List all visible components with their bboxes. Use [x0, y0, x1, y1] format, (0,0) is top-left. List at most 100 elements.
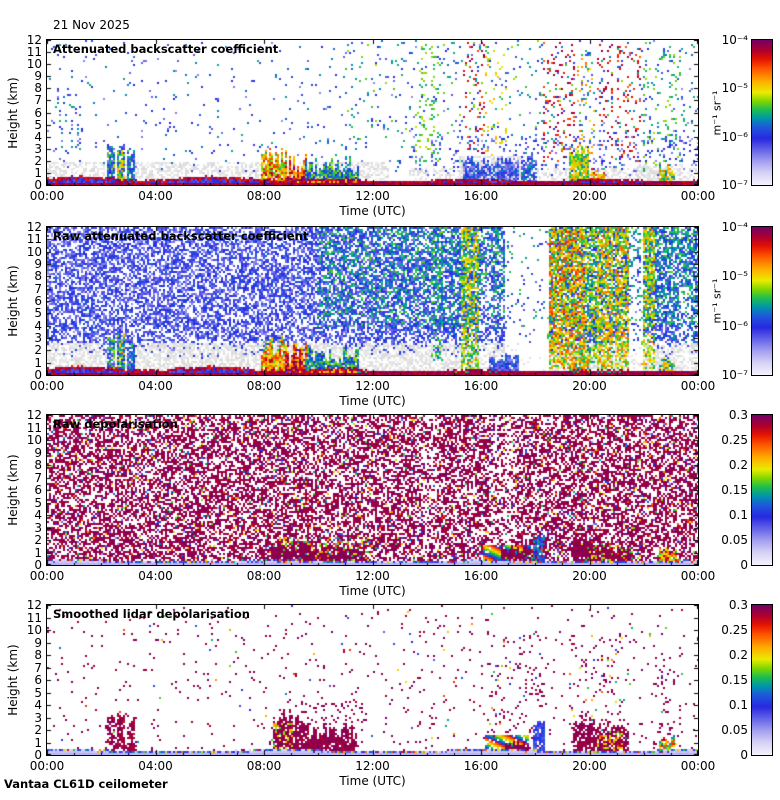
colorbar-unit-label-1: m⁻¹ sr⁻¹ [710, 278, 724, 324]
x-tick-label: 16:00 [463, 759, 499, 773]
colorbar-tick-label: 0.15 [721, 673, 748, 687]
x-tick-label: 00:00 [29, 759, 65, 773]
y-tick-label: 3 [34, 710, 42, 725]
y-tick-label: 5 [34, 117, 42, 132]
x-tick-label: 20:00 [572, 189, 607, 203]
x-tick-label: 04:00 [138, 759, 173, 773]
colorbar-tick-label: 10⁻⁴ [721, 220, 748, 234]
date-label: 21 Nov 2025 [53, 18, 130, 32]
y-tick-label: 2 [34, 343, 42, 358]
y-tick-label: 1 [34, 735, 42, 750]
x-tick-label: 20:00 [572, 759, 607, 773]
y-tick-label: 9 [34, 257, 42, 271]
x-axis-label-1: Time (UTC) [339, 394, 406, 408]
colorbar-tick-label: 10⁻⁵ [721, 269, 748, 284]
y-tick-label: 1 [34, 355, 42, 370]
y-tick-label: 0 [34, 368, 42, 382]
y-tick-label: 7 [34, 93, 42, 108]
colorbar-tick-label: 0.05 [721, 722, 748, 737]
x-tick-label: 00:00 [29, 189, 65, 203]
x-tick-label: 08:00 [246, 379, 282, 393]
colorbar-tick-label: 0 [740, 558, 748, 572]
panel-title-0: Attenuated backscatter coefficient [53, 42, 279, 56]
colorbar-canvas-3 [751, 604, 773, 756]
y-tick-label: 8 [34, 269, 42, 284]
y-tick-label: 3 [34, 331, 42, 345]
panel-title-3: Smoothed lidar depolarisation [53, 607, 250, 621]
x-tick-label: 04:00 [138, 569, 173, 583]
y-axis-label-1: Height (km) [6, 265, 20, 337]
y-tick-label: 8 [34, 81, 42, 96]
panel-title-1: Raw attenuated backscatter coefficient [53, 229, 309, 243]
y-tick-label: 7 [34, 470, 42, 485]
y-tick-label: 2 [34, 153, 42, 168]
colorbar-canvas-0 [751, 39, 773, 186]
colorbar-unit-label-0: m⁻¹ sr⁻¹ [710, 90, 724, 135]
y-tick-label: 1 [34, 545, 42, 560]
y-tick-label: 4 [34, 318, 42, 333]
x-tick-label: 12:00 [355, 569, 390, 583]
y-tick-label: 6 [34, 105, 42, 120]
colorbar-tick-label: 0.1 [728, 698, 748, 712]
y-tick-label: 10 [26, 57, 42, 72]
y-tick-label: 6 [34, 673, 42, 687]
y-tick-label: 7 [34, 281, 42, 296]
y-axis-label-2: Height (km) [6, 454, 20, 526]
x-tick-label: 00:00 [680, 569, 716, 583]
x-tick-label: 04:00 [138, 379, 173, 393]
y-tick-label: 9 [34, 445, 42, 460]
y-tick-label: 4 [34, 508, 42, 522]
y-tick-label: 6 [34, 294, 42, 308]
y-axis-label-3: Height (km) [6, 644, 20, 716]
y-tick-label: 11 [26, 610, 42, 625]
y-tick-label: 0 [34, 558, 42, 572]
y-tick-label: 10 [26, 433, 42, 447]
y-axis-label-0: Height (km) [6, 76, 20, 149]
colorbar-tick-label: 10⁻⁶ [721, 129, 748, 144]
x-tick-label: 00:00 [29, 379, 65, 393]
y-tick-label: 8 [34, 648, 42, 662]
x-tick-label: 00:00 [680, 189, 716, 203]
y-tick-label: 9 [34, 635, 42, 650]
x-tick-label: 12:00 [355, 759, 390, 773]
y-tick-label: 11 [26, 45, 42, 60]
colorbar-tick-label: 10⁻⁷ [721, 368, 748, 382]
colorbar-tick-label: 0.05 [721, 532, 748, 547]
x-tick-label: 00:00 [29, 569, 65, 583]
y-tick-label: 11 [26, 232, 42, 247]
colorbar-tick-label: 10⁻⁷ [721, 178, 748, 192]
y-tick-label: 12 [26, 220, 42, 234]
colorbar-tick-label: 0.3 [728, 408, 748, 422]
colorbar-tick-label: 0.25 [721, 623, 748, 637]
x-tick-label: 08:00 [246, 189, 282, 203]
instrument-label: Vantaa CL61D ceilometer [4, 777, 168, 791]
y-tick-label: 0 [34, 178, 42, 192]
y-tick-label: 9 [34, 69, 42, 84]
colorbar-tick-label: 0.1 [728, 508, 748, 522]
colorbar-canvas-2 [751, 414, 773, 566]
x-tick-label: 16:00 [463, 189, 499, 203]
y-tick-label: 12 [26, 33, 42, 47]
colorbar-tick-label: 0 [740, 748, 748, 762]
y-tick-label: 12 [26, 598, 42, 612]
colorbar-tick-label: 0.25 [721, 433, 748, 447]
colorbar-tick-label: 0.2 [728, 457, 748, 472]
y-tick-label: 1 [34, 165, 42, 180]
y-tick-label: 11 [26, 420, 42, 435]
colorbar-tick-label: 10⁻⁶ [721, 318, 748, 333]
y-tick-label: 12 [26, 408, 42, 422]
x-tick-label: 20:00 [572, 569, 607, 583]
y-tick-label: 2 [34, 533, 42, 547]
x-axis-label-2: Time (UTC) [339, 584, 406, 598]
y-tick-label: 0 [34, 748, 42, 762]
x-tick-label: 08:00 [246, 759, 282, 773]
x-tick-label: 20:00 [572, 379, 607, 393]
heatmap-canvas-0 [46, 39, 699, 186]
colorbar-canvas-1 [751, 226, 773, 376]
y-tick-label: 7 [34, 660, 42, 675]
colorbar-tick-label: 0.15 [721, 483, 748, 497]
x-tick-label: 00:00 [680, 759, 716, 773]
y-tick-label: 2 [34, 723, 42, 737]
heatmap-canvas-1 [46, 226, 699, 376]
x-tick-label: 12:00 [355, 379, 390, 393]
